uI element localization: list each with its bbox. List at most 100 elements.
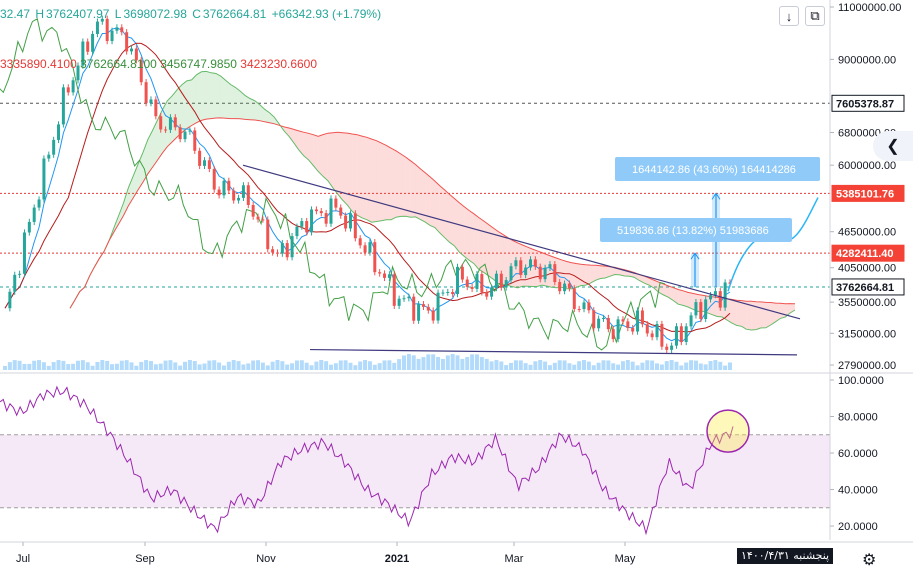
volume-bar — [411, 355, 416, 370]
fullscreen-button[interactable]: ⧉ — [805, 6, 825, 26]
volume-bar — [640, 362, 645, 370]
volume-bar — [401, 355, 406, 370]
candle-body — [674, 326, 678, 346]
measure-long-arrow-head — [711, 192, 721, 200]
candle-body — [27, 221, 31, 233]
volume-bar — [703, 364, 708, 370]
candle-body — [509, 266, 513, 281]
candle-body — [305, 221, 309, 233]
kumo-segment — [449, 194, 455, 246]
candle-body — [451, 291, 455, 295]
volume-bar — [708, 361, 713, 370]
kumo-segment — [678, 289, 684, 306]
volume-bar — [562, 360, 567, 370]
candle-body — [485, 292, 489, 297]
candle-body — [480, 274, 484, 293]
candle-body — [144, 82, 148, 104]
time-tick-label: Mar — [505, 553, 524, 565]
volume-bar — [679, 365, 684, 370]
candle-body — [460, 266, 464, 280]
chevron-left-icon: ❮ — [886, 138, 900, 155]
kumo-segment — [133, 164, 139, 198]
volume-bar — [178, 365, 183, 370]
kumo-segment — [434, 181, 440, 233]
price-tick-label: 2790000.00 — [838, 360, 896, 372]
kumo-segment — [366, 137, 372, 223]
volume-bar — [256, 360, 261, 370]
volume-bar — [513, 360, 518, 370]
kumo-segment — [576, 263, 581, 288]
volume-bar — [75, 360, 80, 370]
volume-bar — [421, 357, 426, 370]
volume-bar — [129, 362, 134, 370]
volume-bar — [601, 360, 606, 370]
kumo-segment — [590, 265, 596, 284]
candle-body — [280, 243, 284, 254]
candle-body — [139, 60, 143, 83]
kumo-segment — [298, 130, 304, 156]
collapse-panel-button[interactable]: ❮ — [873, 131, 913, 161]
volume-bar — [543, 361, 548, 370]
kumo-segment — [464, 206, 469, 261]
kumo-segment — [386, 145, 392, 220]
volume-bar — [22, 363, 27, 370]
candle-body — [402, 298, 406, 300]
download-arrow-button[interactable]: ↓ — [779, 6, 799, 26]
candle-body — [582, 302, 586, 310]
candle-body — [709, 295, 713, 300]
rsi-tick-label: 60.0000 — [838, 448, 878, 460]
candle-body — [611, 329, 615, 340]
volume-bar — [290, 363, 295, 370]
volume-bar — [134, 365, 139, 370]
kumo-segment — [147, 130, 153, 174]
candle-body — [37, 199, 41, 208]
kumo-segment — [264, 109, 270, 123]
volume-bar — [572, 364, 577, 370]
kumo-segment — [201, 71, 207, 121]
candle-body — [61, 87, 65, 125]
kumo-segment — [726, 298, 732, 323]
candle-body — [494, 273, 498, 289]
ichimoku-value-1: 3335890.4100 — [0, 57, 77, 71]
candle-body — [91, 33, 95, 52]
kumo-segment — [561, 259, 567, 289]
rsi-highlight-circle — [706, 409, 750, 453]
kumo-segment — [288, 128, 294, 143]
volume-bar — [698, 363, 703, 370]
kumo-segment — [770, 302, 776, 326]
price-level-tag — [831, 278, 905, 296]
candle-body — [431, 310, 435, 321]
candle-body — [587, 302, 591, 311]
candle-body — [8, 291, 12, 309]
volume-bar — [183, 361, 188, 370]
kumo-segment — [751, 301, 757, 330]
candle-body — [601, 317, 605, 319]
volume-bar — [61, 360, 66, 370]
kumo-segment — [780, 303, 786, 319]
candle-body — [271, 249, 275, 253]
price-tick-label: 6000000.00 — [838, 160, 896, 172]
candle-body — [76, 65, 80, 81]
kumo-segment — [605, 266, 611, 279]
volume-bar — [372, 364, 377, 370]
volume-bar — [567, 363, 572, 370]
rsi-tick-label: 20.0000 — [838, 521, 878, 533]
candle-body — [178, 127, 182, 140]
price-tick-label: 11000000.00 — [838, 2, 901, 14]
volume-bar — [460, 358, 465, 370]
kumo-segment — [396, 150, 401, 218]
volume-bar — [56, 360, 61, 370]
chikou-line — [0, 18, 666, 351]
candle-body — [202, 160, 206, 166]
volume-bar — [552, 362, 557, 370]
time-tick-label: 2021 — [385, 553, 409, 565]
settings-button[interactable]: ⚙ — [862, 550, 876, 570]
kumo-segment — [352, 134, 358, 216]
gear-icon: ⚙ — [862, 552, 877, 569]
kumo-segment — [123, 187, 129, 216]
candle-body — [412, 296, 416, 321]
volume-bar — [173, 362, 178, 370]
candle-body — [660, 323, 664, 347]
volume-bar — [586, 361, 591, 370]
